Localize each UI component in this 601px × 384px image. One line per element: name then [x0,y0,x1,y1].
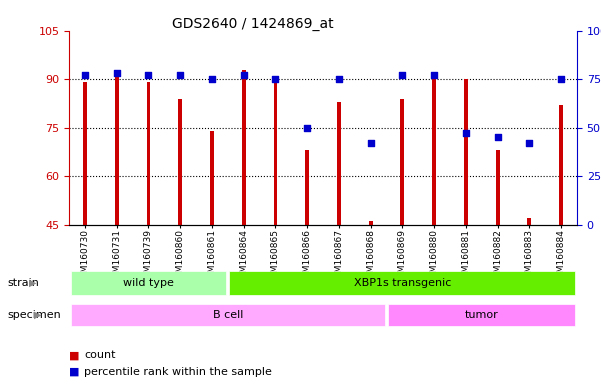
Bar [432,76,436,225]
Point [429,72,439,78]
Bar [388,304,575,326]
Bar [528,218,531,225]
Point [334,76,344,82]
Bar [305,150,309,225]
Text: B cell: B cell [213,310,243,320]
Bar [71,304,385,326]
Point [239,72,248,78]
Text: wild type: wild type [123,278,174,288]
Point [461,131,471,137]
Bar [559,105,563,225]
Point [175,72,185,78]
Text: ■: ■ [69,367,79,377]
Text: tumor: tumor [465,310,499,320]
Point [366,140,376,146]
Bar [242,70,246,225]
Bar [210,131,214,225]
Text: ▶: ▶ [29,278,36,288]
Bar [464,79,468,225]
Text: GDS2640 / 1424869_at: GDS2640 / 1424869_at [172,17,333,31]
Bar [147,83,150,225]
Point [144,72,153,78]
Bar [230,271,575,295]
Bar [496,150,499,225]
Bar [115,73,118,225]
Bar [369,222,373,225]
Point [302,125,312,131]
Point [398,72,407,78]
Bar [83,83,87,225]
Point [270,76,280,82]
Point [112,70,121,76]
Point [207,76,217,82]
Bar [400,99,404,225]
Bar [71,271,226,295]
Text: ▶: ▶ [34,310,41,320]
Point [493,134,502,141]
Point [557,76,566,82]
Text: XBP1s transgenic: XBP1s transgenic [354,278,451,288]
Text: percentile rank within the sample: percentile rank within the sample [84,367,272,377]
Bar [178,99,182,225]
Bar [273,76,277,225]
Point [525,140,534,146]
Text: ■: ■ [69,350,79,360]
Text: count: count [84,350,115,360]
Bar [337,102,341,225]
Text: strain: strain [7,278,39,288]
Point [80,72,90,78]
Text: specimen: specimen [7,310,61,320]
